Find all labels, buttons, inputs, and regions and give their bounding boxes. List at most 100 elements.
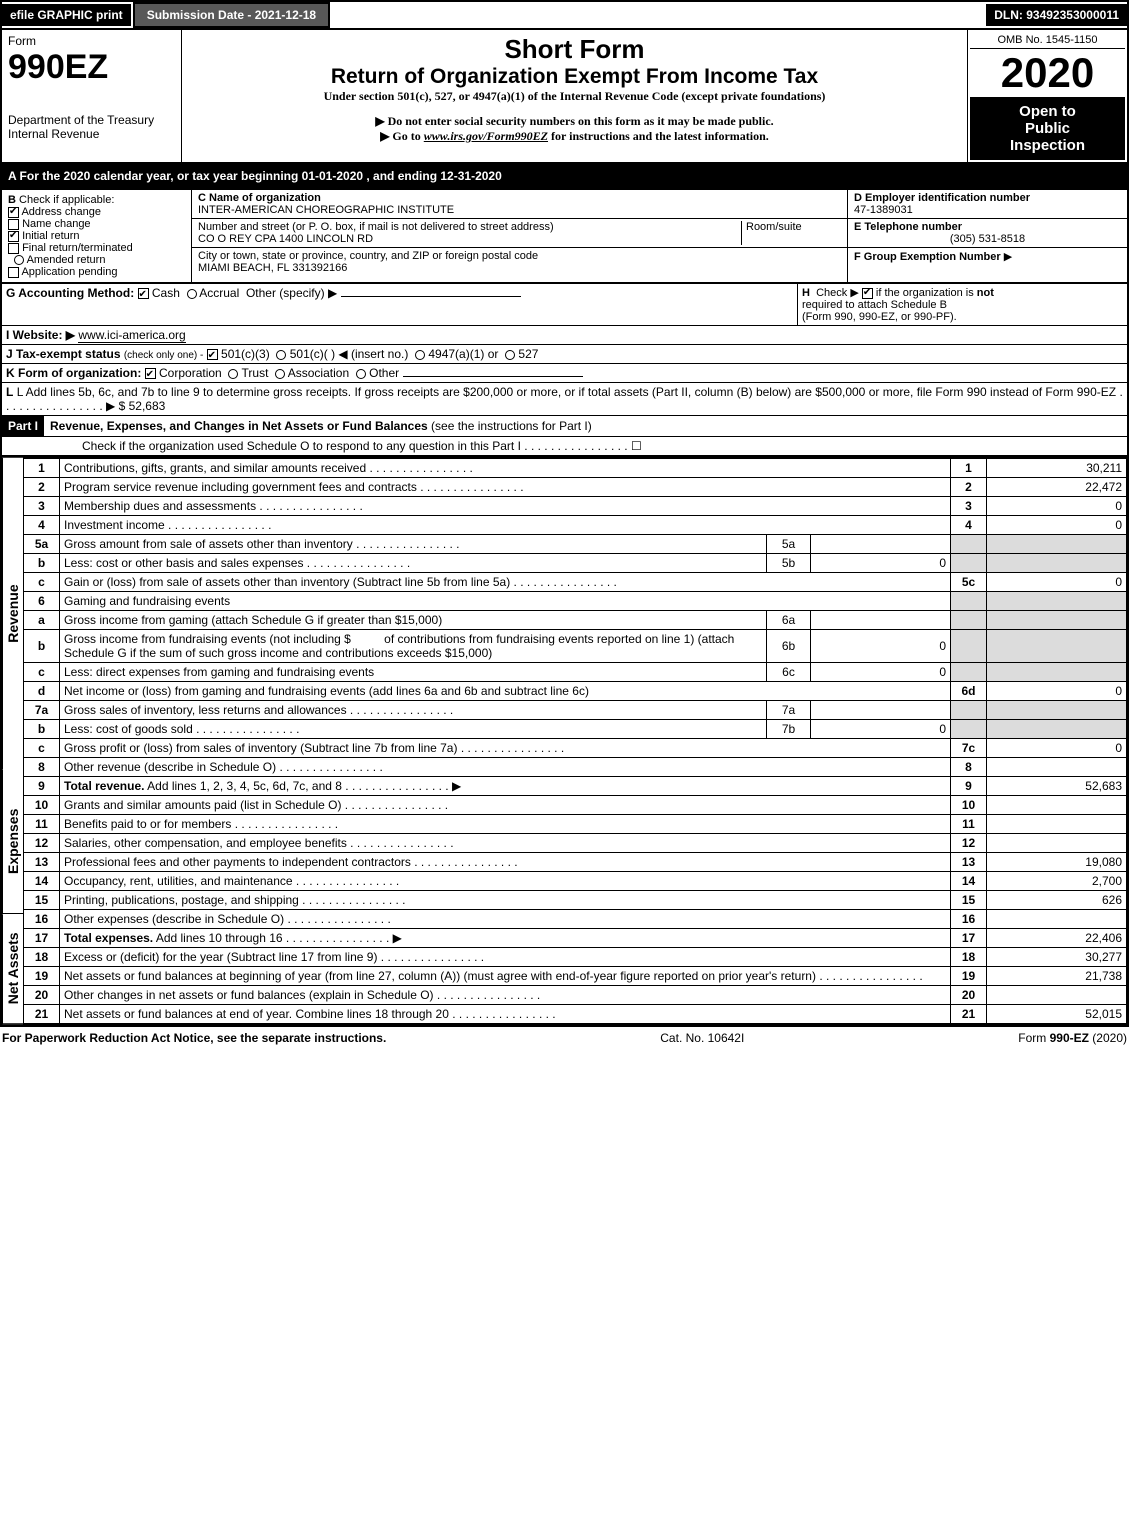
- radio-501c[interactable]: [276, 350, 286, 360]
- h-txt3: required to attach Schedule B: [802, 299, 947, 311]
- checkbox-corp[interactable]: [145, 368, 156, 379]
- efile-print-button[interactable]: efile GRAPHIC print: [2, 4, 133, 26]
- part1-paren: (see the instructions for Part I): [431, 419, 592, 433]
- ein-value: 47-1389031: [854, 204, 913, 216]
- lbl-final-return: Final return/terminated: [22, 242, 133, 254]
- line-l-text: L Add lines 5b, 6c, and 7b to line 9 to …: [17, 385, 1116, 399]
- lbl-phone: E Telephone number: [854, 221, 962, 233]
- part1-header: Part I Revenue, Expenses, and Changes in…: [0, 416, 1129, 437]
- dln-number: DLN: 93492353000011: [986, 4, 1127, 26]
- line-k: K Form of organization: Corporation Trus…: [0, 364, 1129, 383]
- table-row: 10Grants and similar amounts paid (list …: [24, 796, 1127, 815]
- checkbox-cash[interactable]: [138, 288, 149, 299]
- lbl-name-change: Name change: [22, 218, 91, 230]
- footer-left: For Paperwork Reduction Act Notice, see …: [2, 1031, 386, 1045]
- org-name: INTER-AMERICAN CHOREOGRAPHIC INSTITUTE: [198, 204, 454, 216]
- radio-assoc[interactable]: [275, 369, 285, 379]
- table-row: 1Contributions, gifts, grants, and simil…: [24, 459, 1127, 478]
- radio-amended-return[interactable]: [14, 255, 24, 265]
- h-check: Check ▶: [816, 287, 859, 299]
- lbl-amended-return: Amended return: [27, 254, 106, 266]
- checkbox-schedb[interactable]: [862, 288, 873, 299]
- table-row: 18Excess or (deficit) for the year (Subt…: [24, 948, 1127, 967]
- omb-number: OMB No. 1545-1150: [970, 32, 1125, 49]
- open-to-public: Open to Public Inspection: [970, 97, 1125, 160]
- org-street: CO O REY CPA 1400 LINCOLN RD: [198, 233, 373, 245]
- table-row: aGross income from gaming (attach Schedu…: [24, 611, 1127, 630]
- subtitle: Under section 501(c), 527, or 4947(a)(1)…: [188, 89, 961, 104]
- lbl-city: City or town, state or province, country…: [198, 250, 538, 262]
- radio-4947[interactable]: [415, 350, 425, 360]
- radio-527[interactable]: [505, 350, 515, 360]
- checkbox-name-change[interactable]: [8, 219, 19, 230]
- table-row: 2Program service revenue including gover…: [24, 478, 1127, 497]
- section-revenue: Revenue: [2, 458, 23, 770]
- lbl-trust: Trust: [242, 366, 269, 380]
- checkbox-501c3[interactable]: [207, 349, 218, 360]
- line-a-period: A For the 2020 calendar year, or tax yea…: [0, 164, 1129, 188]
- table-row: 11Benefits paid to or for members11: [24, 815, 1127, 834]
- table-row: 17Total expenses. Add lines 10 through 1…: [24, 929, 1127, 948]
- lbl-street: Number and street (or P. O. box, if mail…: [198, 221, 554, 233]
- checkbox-final-return[interactable]: [8, 243, 19, 254]
- website-url[interactable]: www.ici-america.org: [78, 328, 185, 343]
- lbl-4947: 4947(a)(1) or: [428, 347, 498, 361]
- table-row: 19Net assets or fund balances at beginni…: [24, 967, 1127, 986]
- table-row: 16Other expenses (describe in Schedule O…: [24, 910, 1127, 929]
- lbl-address-change: Address change: [21, 206, 101, 218]
- lbl-501c: 501(c)( ): [290, 347, 335, 361]
- table-row: bGross income from fundraising events (n…: [24, 630, 1127, 663]
- goto-prefix: Go to: [392, 129, 423, 143]
- lbl-otherorg: Other: [369, 366, 399, 380]
- warning-goto: ▶ Go to www.irs.gov/Form990EZ for instru…: [188, 129, 961, 144]
- lbl-h: H: [802, 287, 810, 299]
- part1-table: Revenue Expenses Net Assets 1Contributio…: [0, 456, 1129, 1026]
- internal-revenue: Internal Revenue: [8, 127, 175, 141]
- lines-table: 1Contributions, gifts, grants, and simil…: [23, 458, 1127, 1024]
- table-row: 12Salaries, other compensation, and empl…: [24, 834, 1127, 853]
- table-row: 4Investment income40: [24, 516, 1127, 535]
- lbl-corp: Corporation: [159, 366, 222, 380]
- form-label: Form: [8, 34, 175, 48]
- irs-link[interactable]: www.irs.gov/Form990EZ: [424, 129, 548, 143]
- checkbox-app-pending[interactable]: [8, 267, 19, 278]
- table-row: 3Membership dues and assessments30: [24, 497, 1127, 516]
- dept-treasury: Department of the Treasury: [8, 113, 175, 127]
- checkbox-address-change[interactable]: [8, 207, 19, 218]
- part1-title: Revenue, Expenses, and Changes in Net As…: [50, 419, 428, 433]
- part1-label: Part I: [2, 416, 44, 436]
- lbl-form-org: K Form of organization:: [6, 366, 141, 380]
- table-row: 7aGross sales of inventory, less returns…: [24, 701, 1127, 720]
- table-row: 14Occupancy, rent, utilities, and mainte…: [24, 872, 1127, 891]
- lbl-initial-return: Initial return: [22, 230, 79, 242]
- line-l-value: 52,683: [129, 399, 166, 413]
- radio-trust[interactable]: [228, 369, 238, 379]
- lbl-org-name: C Name of organization: [198, 192, 321, 204]
- lbl-tax-exempt: J Tax-exempt status: [6, 347, 121, 361]
- phone-value: (305) 531-8518: [854, 233, 1121, 245]
- tax-year: 2020: [970, 49, 1125, 97]
- line-l: L L Add lines 5b, 6c, and 7b to line 9 t…: [0, 383, 1129, 416]
- radio-other[interactable]: [356, 369, 366, 379]
- lbl-527: 527: [518, 347, 538, 361]
- table-row: 13Professional fees and other payments t…: [24, 853, 1127, 872]
- table-row: 15Printing, publications, postage, and s…: [24, 891, 1127, 910]
- part1-checkline: Check if the organization used Schedule …: [0, 437, 1129, 456]
- h-not: not: [977, 287, 994, 299]
- lbl-app-pending: Application pending: [21, 266, 117, 278]
- warning-ssn: Do not enter social security numbers on …: [188, 114, 961, 129]
- part1-checkbox[interactable]: ☐: [631, 439, 642, 453]
- main-title: Return of Organization Exempt From Incom…: [188, 65, 961, 89]
- table-row: 21Net assets or fund balances at end of …: [24, 1005, 1127, 1024]
- checkbox-initial-return[interactable]: [8, 231, 19, 242]
- part1-checktext: Check if the organization used Schedule …: [82, 439, 521, 453]
- page-footer: For Paperwork Reduction Act Notice, see …: [0, 1026, 1129, 1049]
- lbl-insertno: ◀ (insert no.): [338, 347, 408, 361]
- org-info-block: B Check if applicable: Address change Na…: [0, 188, 1129, 284]
- goto-suffix: for instructions and the latest informat…: [548, 129, 769, 143]
- form-number: 990EZ: [8, 48, 175, 87]
- line-j: J Tax-exempt status (check only one) - 5…: [0, 345, 1129, 364]
- box-b-label: B: [8, 194, 16, 206]
- table-row: 5aGross amount from sale of assets other…: [24, 535, 1127, 554]
- radio-accrual[interactable]: [187, 289, 197, 299]
